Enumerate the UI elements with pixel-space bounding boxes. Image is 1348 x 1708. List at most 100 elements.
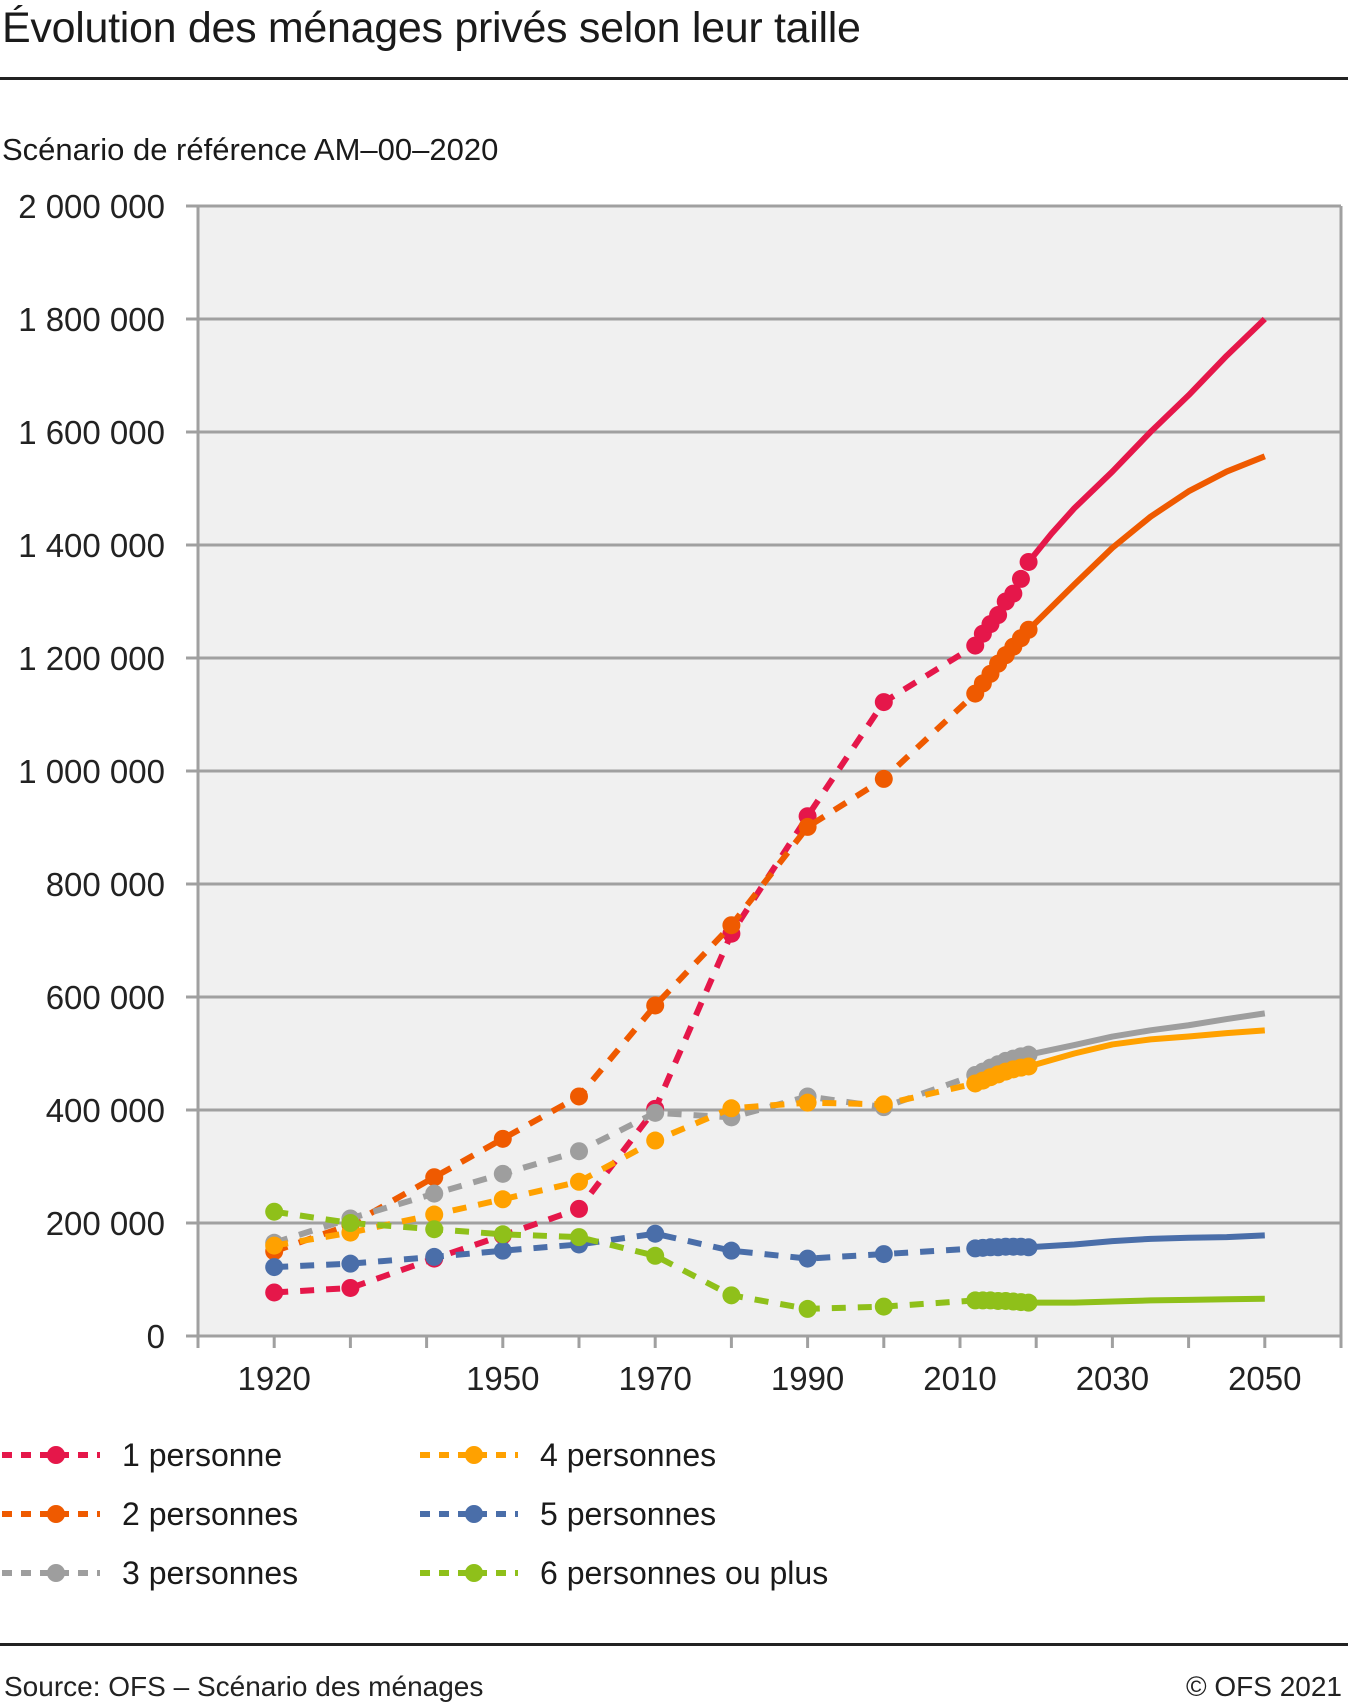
- y-tick-label: 1 000 000: [18, 753, 165, 790]
- legend-swatch-icon: [420, 1505, 518, 1523]
- series-2: [265, 453, 1266, 1261]
- data-point: [646, 1246, 665, 1265]
- chart-title: Évolution des ménages privés selon leur …: [2, 4, 861, 52]
- data-point: [646, 1131, 665, 1150]
- legend-label: 4 personnes: [540, 1436, 717, 1473]
- series-line-projection: [1028, 1232, 1265, 1251]
- series-line-projection: [1027, 1027, 1266, 1070]
- data-point: [265, 1283, 284, 1302]
- x-tick-label: 2050: [1228, 1360, 1301, 1397]
- legend-swatch-icon: [2, 1505, 100, 1523]
- data-point: [722, 1099, 741, 1118]
- x-tick-label: 2030: [1076, 1360, 1149, 1397]
- legend-label: 6 personnes ou plus: [540, 1554, 829, 1591]
- data-point: [265, 1202, 284, 1221]
- data-point: [798, 1299, 817, 1318]
- data-point: [570, 1228, 588, 1247]
- data-point: [570, 1172, 588, 1191]
- source-note: Source: OFS – Scénario des ménages: [4, 1671, 484, 1702]
- data-point: [493, 1190, 512, 1209]
- data-point: [265, 1258, 284, 1277]
- data-point: [425, 1220, 444, 1239]
- line-chart: 0 200 000 400 000 600 000 800 000 1 000 000 1 …: [18, 188, 1343, 1397]
- data-point: [798, 817, 817, 836]
- legend-swatch-icon: [2, 1446, 100, 1464]
- y-tick-label: 2 000 000: [18, 188, 165, 225]
- data-point: [425, 1247, 444, 1266]
- data-point: [722, 1241, 741, 1260]
- series-5: [265, 1224, 1265, 1277]
- legend-swatch-icon: [2, 1564, 100, 1582]
- data-point: [493, 1129, 512, 1148]
- legend-label: 2 personnes: [122, 1495, 299, 1532]
- data-point: [570, 1087, 588, 1106]
- data-point: [570, 1199, 588, 1218]
- data-point: [798, 1249, 817, 1268]
- data-point: [1019, 620, 1038, 639]
- chart-subtitle: Scénario de référence AM–00–2020: [2, 132, 499, 167]
- data-point: [341, 1214, 360, 1232]
- data-point: [425, 1184, 444, 1203]
- data-point: [874, 1245, 893, 1264]
- x-tick-label: 1920: [237, 1360, 310, 1397]
- footer-divider: [0, 1643, 1348, 1646]
- legend-label: 1 personne: [122, 1436, 283, 1473]
- data-point: [265, 1236, 284, 1255]
- data-point: [341, 1254, 360, 1273]
- y-tick-label: 1 600 000: [18, 414, 165, 451]
- legend-swatch-icon: [420, 1446, 518, 1464]
- y-tick-label: 600 000: [46, 979, 165, 1016]
- legend-swatch-icon: [420, 1564, 518, 1582]
- data-point: [1019, 1057, 1038, 1076]
- y-tick-label: 200 000: [46, 1205, 165, 1242]
- series-line-projection: [1028, 1295, 1265, 1306]
- data-point: [646, 996, 665, 1015]
- x-tick-label: 2010: [923, 1360, 996, 1397]
- data-point: [1019, 1293, 1038, 1312]
- data-point: [1004, 584, 1023, 603]
- legend-item: 2 personnes: [0, 1489, 298, 1539]
- y-tick-label: 800 000: [46, 866, 165, 903]
- data-point: [341, 1278, 360, 1297]
- chart-legend: 1 personne 2 personnes 3 personnes 4 person…: [0, 1430, 1000, 1620]
- data-point: [425, 1168, 444, 1187]
- y-tick-label: 1 200 000: [18, 640, 165, 677]
- data-point: [1019, 1238, 1038, 1257]
- data-point: [798, 1093, 817, 1112]
- legend-label: 5 personnes: [540, 1495, 717, 1532]
- series-6: [265, 1202, 1265, 1318]
- data-point: [646, 1103, 665, 1122]
- series-line-projection: [1026, 316, 1267, 564]
- y-tick-label: 400 000: [46, 1092, 165, 1129]
- data-point: [570, 1142, 588, 1161]
- series-4: [265, 1027, 1266, 1255]
- x-tick-label: 1990: [771, 1360, 844, 1397]
- data-point: [493, 1241, 512, 1260]
- data-point: [874, 769, 893, 788]
- legend-label: 3 personnes: [122, 1554, 299, 1591]
- y-tick-label: 1 800 000: [18, 301, 165, 338]
- data-point: [493, 1225, 512, 1244]
- data-point: [722, 1286, 741, 1305]
- legend-item: 1 personne: [0, 1430, 282, 1480]
- data-point: [874, 1095, 893, 1114]
- copyright-note: © OFS 2021: [1185, 1671, 1342, 1702]
- series-line-projection: [1027, 1010, 1266, 1058]
- data-point: [722, 916, 741, 935]
- y-tick-label: 0: [147, 1318, 165, 1355]
- data-point: [1019, 552, 1038, 571]
- y-tick-label: 1 400 000: [18, 527, 165, 564]
- legend-item: 6 personnes ou plus: [418, 1548, 828, 1598]
- data-point: [1011, 569, 1030, 588]
- title-divider: [0, 77, 1348, 80]
- x-tick-label: 1950: [466, 1360, 539, 1397]
- series-line-projection: [1026, 453, 1266, 632]
- legend-item: 4 personnes: [418, 1430, 716, 1480]
- x-tick-label: 1970: [618, 1360, 691, 1397]
- data-point: [425, 1205, 444, 1224]
- data-point: [874, 693, 893, 712]
- data-point: [646, 1224, 665, 1243]
- data-point: [989, 606, 1008, 625]
- legend-item: 3 personnes: [0, 1548, 298, 1598]
- legend-item: 5 personnes: [418, 1489, 716, 1539]
